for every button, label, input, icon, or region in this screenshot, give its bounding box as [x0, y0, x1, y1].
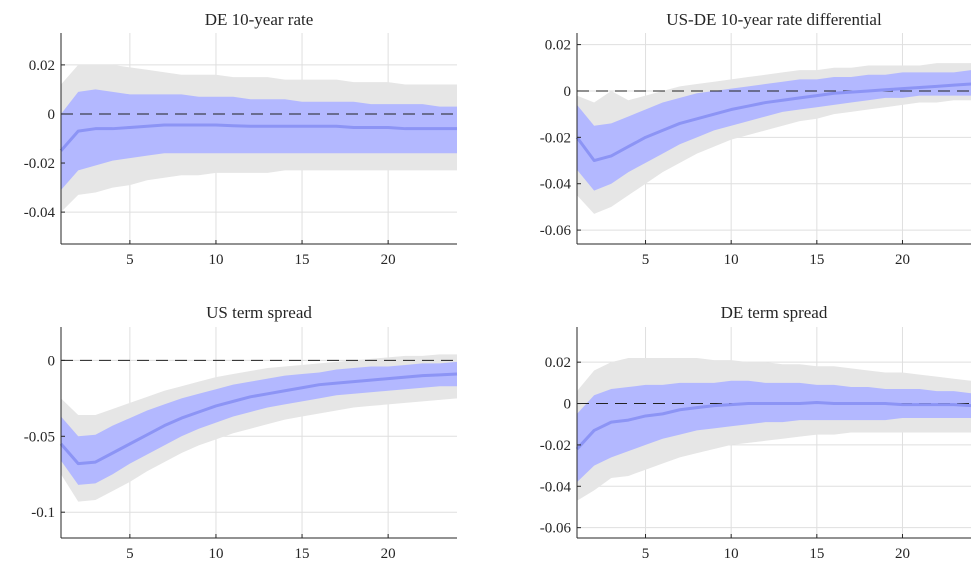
y-tick-label: 0.02 — [545, 355, 571, 371]
median-response-line — [59, 372, 458, 466]
chart-panel-3: 0 -0.05 -0.1 5 10 15 20 US term spread — [24, 303, 458, 562]
y-tick-label: 0.02 — [545, 38, 571, 54]
chart-title: US term spread — [206, 303, 312, 322]
x-tick-label: 15 — [809, 546, 824, 562]
median-response-line — [575, 82, 971, 163]
y-tick-label: 0 — [48, 353, 56, 369]
y-tick-label: -0.04 — [540, 479, 572, 495]
x-tick-label: 5 — [126, 546, 134, 562]
y-tick-label: -0.04 — [540, 177, 572, 193]
x-tick-label: 5 — [642, 546, 650, 562]
x-tick-label: 10 — [208, 546, 223, 562]
x-tick-label: 5 — [642, 252, 650, 268]
y-tick-label: -0.02 — [24, 156, 55, 172]
median-response-line — [575, 401, 971, 451]
chart-title: US-DE 10-year rate differential — [666, 10, 882, 29]
inner-confidence-band — [577, 380, 971, 483]
inner-confidence-band — [577, 70, 971, 191]
chart-title: DE term spread — [721, 303, 828, 322]
inner-confidence-band — [61, 89, 457, 191]
x-tick-label: 15 — [809, 252, 824, 268]
y-tick-label: 0.02 — [29, 58, 55, 74]
median-response-line — [59, 123, 457, 152]
chart-panel-2: 0.02 0 -0.02 -0.04 -0.06 5 10 15 20 US-DE 10-year… — [540, 10, 971, 268]
y-tick-label: -0.1 — [31, 505, 55, 521]
x-tick-label: 10 — [208, 252, 223, 268]
x-tick-label: 20 — [895, 252, 910, 268]
x-tick-label: 5 — [126, 252, 134, 268]
chart-title: DE 10-year rate — [205, 10, 314, 29]
y-tick-label: -0.02 — [540, 130, 571, 146]
y-tick-label: -0.04 — [24, 205, 56, 221]
y-tick-label: 0 — [48, 107, 56, 123]
x-tick-label: 20 — [381, 546, 396, 562]
x-tick-label: 15 — [295, 546, 310, 562]
y-tick-label: -0.05 — [24, 429, 55, 445]
inner-confidence-band — [61, 361, 457, 485]
y-tick-label: 0 — [564, 84, 572, 100]
x-tick-label: 20 — [381, 252, 396, 268]
x-tick-label: 10 — [724, 546, 739, 562]
y-tick-label: -0.02 — [540, 438, 571, 454]
x-tick-label: 20 — [895, 546, 910, 562]
chart-panel-4: 0.02 0 -0.02 -0.04 -0.06 5 10 15 20 DE term sprea… — [540, 303, 971, 562]
y-tick-label: 0 — [564, 397, 572, 413]
chart-panel-1: 0.02 0 -0.02 -0.04 5 10 15 20 DE 10-year rate — [24, 10, 457, 268]
y-tick-label: -0.06 — [540, 521, 572, 537]
y-tick-label: -0.06 — [540, 223, 572, 239]
x-tick-label: 15 — [295, 252, 310, 268]
x-tick-label: 10 — [724, 252, 739, 268]
